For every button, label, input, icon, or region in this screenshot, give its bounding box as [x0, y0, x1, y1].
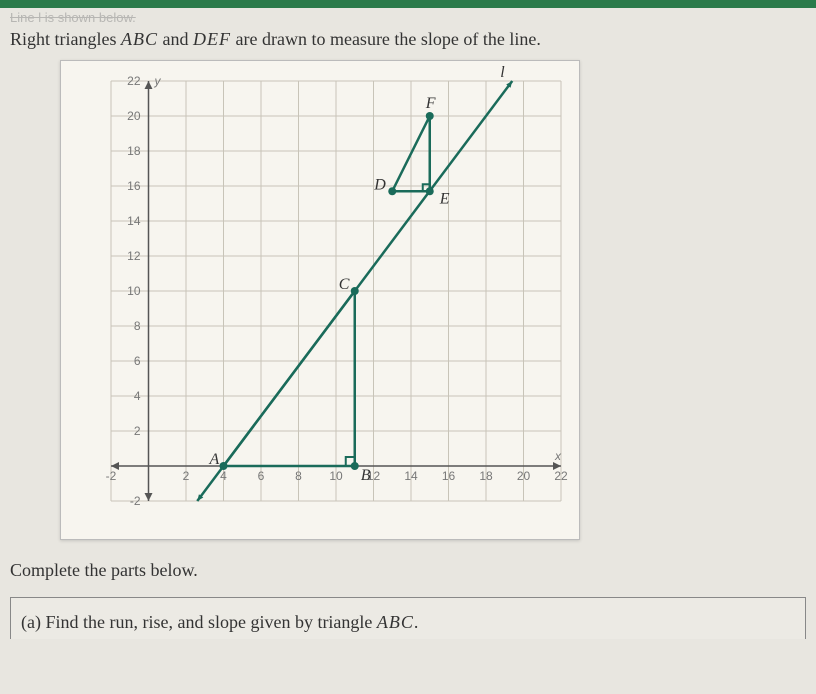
svg-text:2: 2	[183, 469, 190, 483]
svg-text:4: 4	[134, 389, 141, 403]
cutoff-text: Line l is shown below.	[0, 8, 816, 25]
svg-text:6: 6	[258, 469, 265, 483]
instr-pre: Right triangles	[10, 29, 121, 49]
svg-text:y: y	[154, 74, 162, 88]
triangle-abc-label: ABC	[121, 29, 158, 49]
svg-text:22: 22	[554, 469, 568, 483]
svg-text:E: E	[439, 190, 450, 207]
svg-text:22: 22	[127, 74, 141, 88]
svg-text:-2: -2	[106, 469, 117, 483]
graph-svg: xy-2246810121416182022-22468101214161820…	[61, 61, 581, 541]
instr-mid: and	[158, 29, 193, 49]
instruction-text: Right triangles ABC and DEF are drawn to…	[0, 25, 816, 60]
svg-text:18: 18	[479, 469, 493, 483]
svg-text:-2: -2	[130, 494, 141, 508]
svg-text:10: 10	[127, 284, 141, 298]
svg-text:18: 18	[127, 144, 141, 158]
svg-text:C: C	[339, 276, 350, 293]
triangle-def-label: DEF	[193, 29, 231, 49]
qa-triangle-label: ABC	[377, 612, 414, 632]
svg-text:12: 12	[127, 249, 141, 263]
svg-text:8: 8	[134, 319, 141, 333]
qa-post: .	[414, 612, 419, 632]
svg-text:B: B	[361, 467, 371, 484]
coordinate-graph: xy-2246810121416182022-22468101214161820…	[60, 60, 580, 540]
question-a: (a) Find the run, rise, and slope given …	[10, 597, 806, 639]
svg-text:14: 14	[404, 469, 418, 483]
svg-text:14: 14	[127, 214, 141, 228]
svg-text:16: 16	[127, 179, 141, 193]
svg-text:A: A	[209, 451, 220, 468]
svg-text:16: 16	[442, 469, 456, 483]
svg-text:l: l	[500, 64, 505, 81]
svg-text:6: 6	[134, 354, 141, 368]
complete-parts-text: Complete the parts below.	[0, 540, 816, 591]
svg-text:10: 10	[329, 469, 343, 483]
svg-text:2: 2	[134, 424, 141, 438]
svg-text:D: D	[373, 176, 386, 193]
svg-text:F: F	[425, 95, 436, 112]
svg-text:x: x	[554, 449, 562, 463]
svg-text:20: 20	[517, 469, 531, 483]
svg-text:20: 20	[127, 109, 141, 123]
top-green-bar	[0, 0, 816, 8]
svg-text:8: 8	[295, 469, 302, 483]
instr-post: are drawn to measure the slope of the li…	[231, 29, 541, 49]
qa-pre: (a) Find the run, rise, and slope given …	[21, 612, 377, 632]
